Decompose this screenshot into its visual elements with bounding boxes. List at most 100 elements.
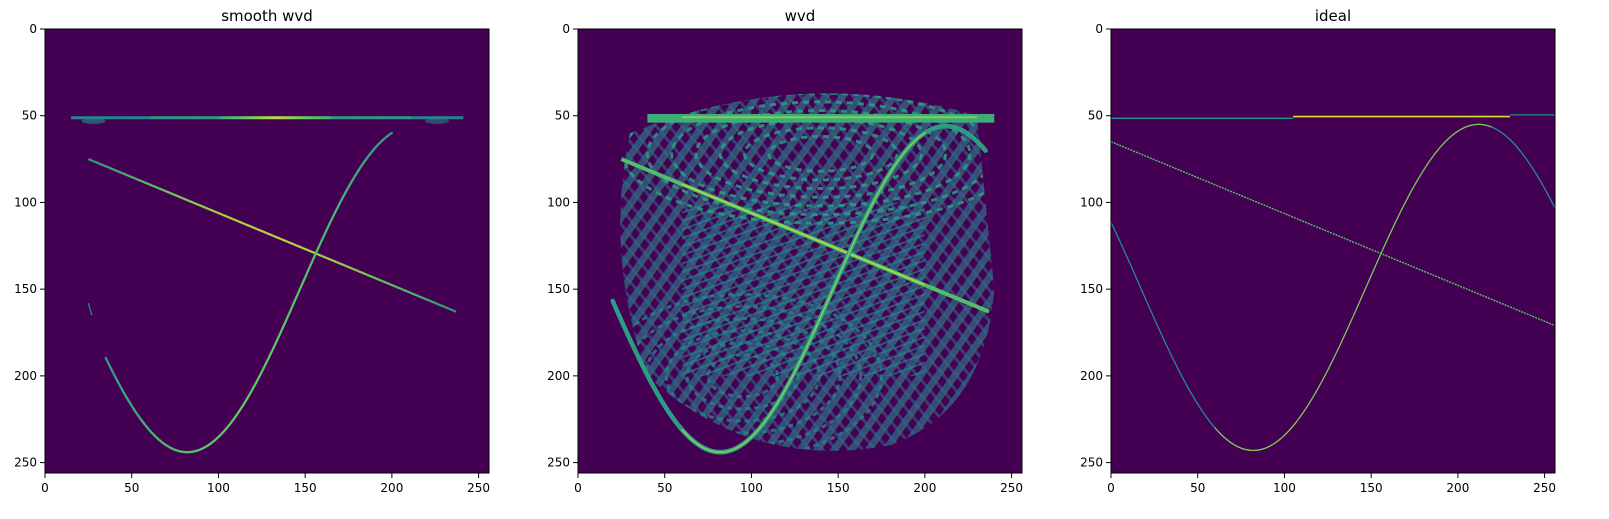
horizontal-line-segment <box>202 116 207 120</box>
diagonal-line-segment <box>237 219 240 223</box>
diagonal-line-segment <box>335 261 339 264</box>
diagonal-line-segment <box>382 280 386 284</box>
horizontal-line-segment <box>143 116 148 120</box>
diagonal-line-segment <box>162 189 166 192</box>
x-tick-label: 200 <box>913 481 936 495</box>
diagonal-line-segment <box>214 210 218 214</box>
horizontal-line-segment <box>338 116 342 120</box>
diagonal-line-segment <box>148 183 152 187</box>
y-tick-label: 50 <box>22 109 37 123</box>
diagonal-line-segment <box>94 160 98 164</box>
diagonal-line-segment <box>153 185 157 189</box>
horizontal-line-segment <box>129 116 134 120</box>
horizontal-line-segment <box>209 116 214 120</box>
diagonal-line-segment <box>276 236 280 240</box>
diagonal-line-segment <box>297 245 301 248</box>
diagonal-line-segment <box>381 279 384 283</box>
horizontal-line-segment <box>317 116 322 120</box>
y-tick-label: 100 <box>547 195 570 209</box>
diagonal-line-segment <box>452 309 455 312</box>
diagonal-line-segment <box>179 196 183 199</box>
diagonal-line-segment <box>185 198 188 202</box>
diagonal-line-segment <box>146 182 150 186</box>
x-tick-label: 100 <box>207 481 230 495</box>
diagonal-line-segment <box>134 177 138 181</box>
horizontal-line-segment <box>168 116 172 120</box>
diagonal-line-segment <box>152 184 155 188</box>
horizontal-line-segment <box>88 116 93 120</box>
y-tick-label: 250 <box>1080 456 1103 470</box>
diagonal-line-segment <box>257 228 261 232</box>
diagonal-line-segment <box>375 277 379 281</box>
panel-smooth-wvd: smooth wvd 0 50 100 150 200 250 0 50 100 150 200 2… <box>14 7 490 495</box>
horizontal-line-segment <box>161 116 165 120</box>
y-axis: 0 50 100 150 200 250 <box>547 22 578 470</box>
diagonal-line-segment <box>169 191 173 195</box>
horizontal-line-segment <box>355 116 360 120</box>
diagonal-line-segment <box>223 214 226 217</box>
diagonal-line-segment <box>133 176 136 180</box>
plot-area <box>577 28 1023 474</box>
x-tick-label: 250 <box>1000 481 1023 495</box>
diagonal-line-segment <box>231 217 235 221</box>
diagonal-line-segment <box>441 304 445 308</box>
diagonal-line-segment <box>91 159 94 163</box>
diagonal-line-segment <box>165 190 169 194</box>
diagonal-line-segment <box>202 205 205 209</box>
horizontal-line-segment <box>310 116 315 120</box>
horizontal-line-segment <box>424 116 429 120</box>
heatmap-background <box>45 29 489 473</box>
horizontal-line-segment <box>77 116 82 120</box>
diagonal-line-segment <box>105 165 108 169</box>
panel-title: wvd <box>785 7 816 25</box>
horizontal-line-segment <box>445 116 450 120</box>
horizontal-line-segment <box>195 116 200 120</box>
diagonal-line-segment <box>256 227 259 231</box>
diagonal-line-segment <box>98 162 101 166</box>
diagonal-line-segment <box>290 242 294 246</box>
x-tick-label: 200 <box>1446 481 1469 495</box>
y-tick-label: 100 <box>1080 195 1103 209</box>
diagonal-line-segment <box>193 201 197 205</box>
diagonal-line-segment <box>415 294 419 297</box>
faint-stub <box>87 302 93 316</box>
diagonal-line-segment <box>420 296 424 300</box>
horizontal-line-segment <box>147 116 152 120</box>
horizontal-line-segment <box>369 116 374 120</box>
diagonal-line-segment <box>186 199 190 202</box>
diagonal-line-segment <box>353 268 356 271</box>
diagonal-line-segment <box>150 183 153 187</box>
horizontal-line-segment <box>206 116 211 120</box>
diagonal-line-segment <box>219 212 223 216</box>
diagonal-line-segment <box>138 178 141 182</box>
diagonal-line-segment <box>389 283 393 287</box>
diagonal-line-segment <box>308 249 311 253</box>
diagonal-line-segment <box>174 194 178 197</box>
diagonal-line-segment <box>268 232 271 236</box>
diagonal-line-segment <box>271 234 275 238</box>
horizontal-line-segment <box>223 116 228 120</box>
diagonal-line-segment <box>285 240 289 243</box>
horizontal-line-segment <box>428 116 433 120</box>
diagonal-line-segment <box>183 197 186 201</box>
y-tick-label: 0 <box>562 22 570 36</box>
diagonal-line-segment <box>365 273 369 277</box>
horizontal-line-segment <box>407 116 412 120</box>
diagonal-line-segment <box>124 173 127 176</box>
diagonal-line-segment <box>205 207 209 210</box>
x-tick-label: 250 <box>1533 481 1556 495</box>
diagonal-line-segment <box>131 176 134 179</box>
horizontal-line-segment <box>123 116 127 120</box>
y-axis: 0 50 100 150 200 250 <box>1080 22 1111 470</box>
diagonal-line-segment <box>417 294 421 298</box>
y-tick-label: 250 <box>547 456 570 470</box>
horizontal-line-segment <box>150 116 155 120</box>
x-tick-label: 150 <box>827 481 850 495</box>
panel-title: smooth wvd <box>221 7 313 25</box>
diagonal-line-segment <box>316 253 320 256</box>
diagonal-line-segment <box>259 229 263 233</box>
horizontal-line-segment <box>74 116 79 120</box>
x-tick-label: 50 <box>657 481 672 495</box>
heatmap-features <box>1110 114 1556 452</box>
horizontal-line-segment <box>331 116 335 120</box>
